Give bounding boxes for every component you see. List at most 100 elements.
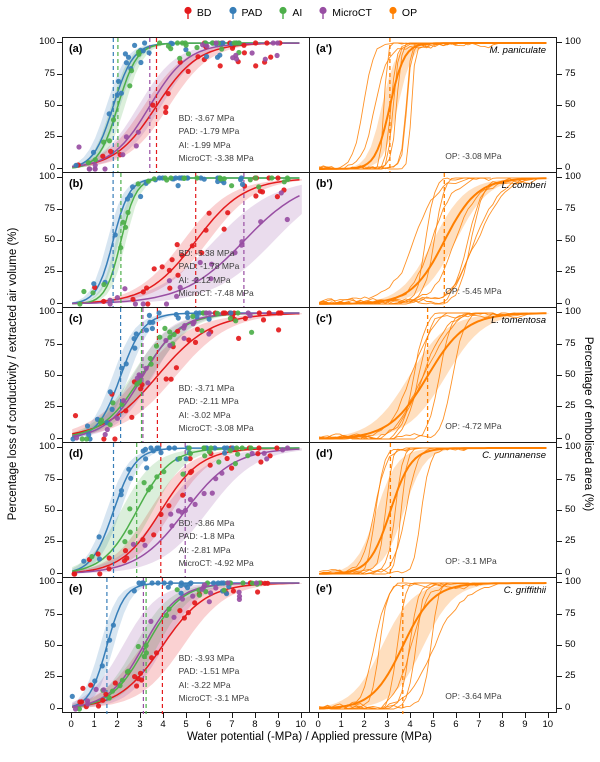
- scatter-point-pad: [194, 314, 200, 320]
- y-tick-label-left: 25: [44, 535, 55, 547]
- scatter-point-ai: [101, 281, 107, 288]
- scatter-point-microct: [219, 470, 225, 476]
- replicate-curve-op: [319, 447, 423, 575]
- scatter-point-ai: [281, 179, 287, 185]
- y-tick-mark-left: [57, 406, 62, 408]
- scatter-point-ai: [206, 449, 212, 455]
- scatter-point-ai: [127, 506, 133, 512]
- scatter-point-ai: [245, 453, 251, 459]
- x-tick-mark: [387, 713, 389, 718]
- y-tick-mark-right: [557, 240, 562, 241]
- op-annotation: OP: -3.1 MPa: [445, 556, 497, 566]
- x-tick-mark: [410, 713, 412, 718]
- scatter-point-pad: [222, 450, 228, 456]
- p50-annotation-block: BD: -3.67 MPa PAD: -1.79 MPa AI: -1.99 MPa…: [179, 112, 254, 165]
- scatter-point-ai: [253, 175, 259, 181]
- scatter-point-microct: [76, 144, 82, 150]
- scatter-point-pad: [143, 456, 149, 462]
- panel-label: (d'): [316, 448, 333, 460]
- y-tick-label-left: 25: [44, 130, 55, 142]
- scatter-point-bd: [122, 548, 129, 554]
- scatter-point-ai: [119, 677, 125, 683]
- y-tick-mark-right: [557, 572, 562, 574]
- scatter-point-microct: [278, 190, 284, 196]
- scatter-point-microct: [93, 686, 99, 692]
- scatter-point-ai: [183, 42, 189, 48]
- y-tick-label-left: 50: [44, 639, 55, 650]
- y-tick-label-right: 100: [565, 441, 581, 453]
- scatter-point-bd: [144, 285, 150, 291]
- legend-item-pad: PAD: [228, 6, 262, 20]
- scatter-point-ai: [106, 138, 113, 144]
- scatter-point-microct: [114, 295, 120, 301]
- scatter-point-microct: [232, 250, 238, 256]
- scatter-point-ai: [190, 313, 196, 319]
- scatter-point-pad: [158, 450, 164, 456]
- scatter-point-ai: [185, 51, 192, 57]
- scatter-point-ai: [196, 592, 202, 598]
- scatter-point-ai: [209, 40, 216, 46]
- legend-item-bd: BD: [183, 6, 212, 20]
- scatter-point-bd: [72, 413, 79, 419]
- scatter-point-pad: [184, 310, 190, 316]
- replicate-curve-op: [319, 177, 542, 305]
- species-name: L. comberi: [501, 180, 546, 191]
- scatter-point-microct: [209, 490, 215, 496]
- scatter-point-pad: [99, 663, 105, 669]
- scatter-point-pad: [96, 534, 102, 540]
- scatter-point-bd: [185, 610, 191, 616]
- scatter-point-microct: [199, 586, 205, 592]
- scatter-point-pad: [168, 580, 174, 586]
- scatter-point-bd: [88, 682, 94, 688]
- scatter-point-bd: [265, 580, 271, 586]
- y-tick-mark-left: [57, 177, 62, 179]
- fit-curve-op: [319, 447, 547, 575]
- scatter-point-ai: [143, 643, 149, 649]
- y-tick-label-right: 50: [565, 639, 576, 650]
- scatter-point-ai: [186, 445, 192, 451]
- scatter-point-bd: [242, 315, 248, 321]
- scatter-point-bd: [256, 445, 262, 451]
- scatter-point-bd: [253, 63, 259, 69]
- x-tick-mark: [433, 713, 434, 718]
- y-tick-mark-right: [557, 541, 562, 543]
- scatter-point-microct: [102, 431, 108, 438]
- confidence-band-microct: [72, 184, 302, 304]
- y-tick-mark-right: [557, 271, 562, 273]
- scatter-point-pad: [106, 111, 112, 117]
- scatter-point-pad: [133, 331, 139, 337]
- fit-curve-op: [319, 177, 547, 305]
- x-tick-mark: [254, 713, 256, 718]
- x-tick-mark: [140, 713, 142, 718]
- y-tick-mark-left: [57, 447, 62, 449]
- scatter-point-ai: [153, 343, 160, 349]
- scatter-point-bd: [159, 264, 165, 270]
- scatter-point-ai: [174, 587, 180, 593]
- scatter-point-bd: [80, 685, 86, 691]
- legend-label: OP: [401, 7, 418, 19]
- scatter-point-microct: [142, 542, 148, 548]
- confidence-band-bd: [72, 583, 302, 709]
- y-tick-mark-left: [57, 707, 62, 709]
- scatter-point-microct: [167, 342, 173, 348]
- scatter-point-microct: [193, 277, 199, 283]
- y-tick-label-right: 100: [565, 36, 581, 48]
- panel-a-prime: (a') M. paniculate OP: -3.08 MPa: [309, 37, 557, 174]
- y-tick-label-left: 50: [44, 99, 55, 110]
- y-tick-mark-left: [57, 572, 62, 574]
- scatter-point-microct: [249, 450, 255, 457]
- scatter-point-pad: [131, 336, 137, 342]
- y-tick-label-right: 75: [565, 607, 576, 619]
- scatter-point-pad: [156, 175, 163, 181]
- scatter-point-ai: [122, 224, 129, 230]
- scatter-point-ai: [141, 480, 147, 486]
- scatter-point-microct: [121, 398, 127, 404]
- x-tick-mark: [300, 713, 302, 718]
- y-tick-label-right: 75: [565, 202, 576, 214]
- p50-annotation-line: BD: -5.38 MPa: [178, 248, 235, 259]
- scatter-point-ai: [124, 669, 130, 675]
- scatter-point-microct: [280, 447, 286, 453]
- y-tick-mark-left: [57, 42, 62, 44]
- scatter-point-pad: [228, 310, 234, 316]
- scatter-point-bd: [222, 310, 228, 316]
